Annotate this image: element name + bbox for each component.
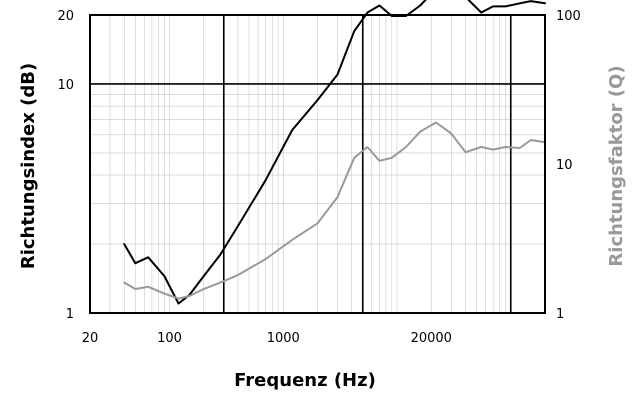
y-tick-label: 1 (66, 307, 74, 322)
y-tick-label: 10 (57, 78, 74, 93)
x-tick-label: 100 (157, 331, 182, 346)
x-tick-label: 20 (82, 331, 99, 346)
y-tick-label: 20 (57, 9, 74, 24)
series-layer (123, 0, 546, 305)
y2-tick-label: 100 (556, 9, 581, 24)
y2-tick-label: 10 (556, 158, 573, 173)
tick-labels: 20 100 1000 20000 1 10 20 1 10 100 (57, 9, 580, 346)
x-tick-label: 20000 (411, 331, 452, 346)
y2-tick-label: 1 (556, 307, 564, 322)
x-tick-label: 1000 (267, 331, 300, 346)
x-axis-title: Frequenz (Hz) (234, 370, 376, 391)
series-line-1 (123, 0, 546, 305)
series-line-2 (123, 121, 546, 300)
plot-frame (89, 14, 546, 314)
y-axis-title: Richtungsindex (dB) (18, 63, 39, 269)
major-grid (90, 15, 545, 313)
y2-axis-title: Richtungsfaktor (Q) (606, 65, 627, 266)
